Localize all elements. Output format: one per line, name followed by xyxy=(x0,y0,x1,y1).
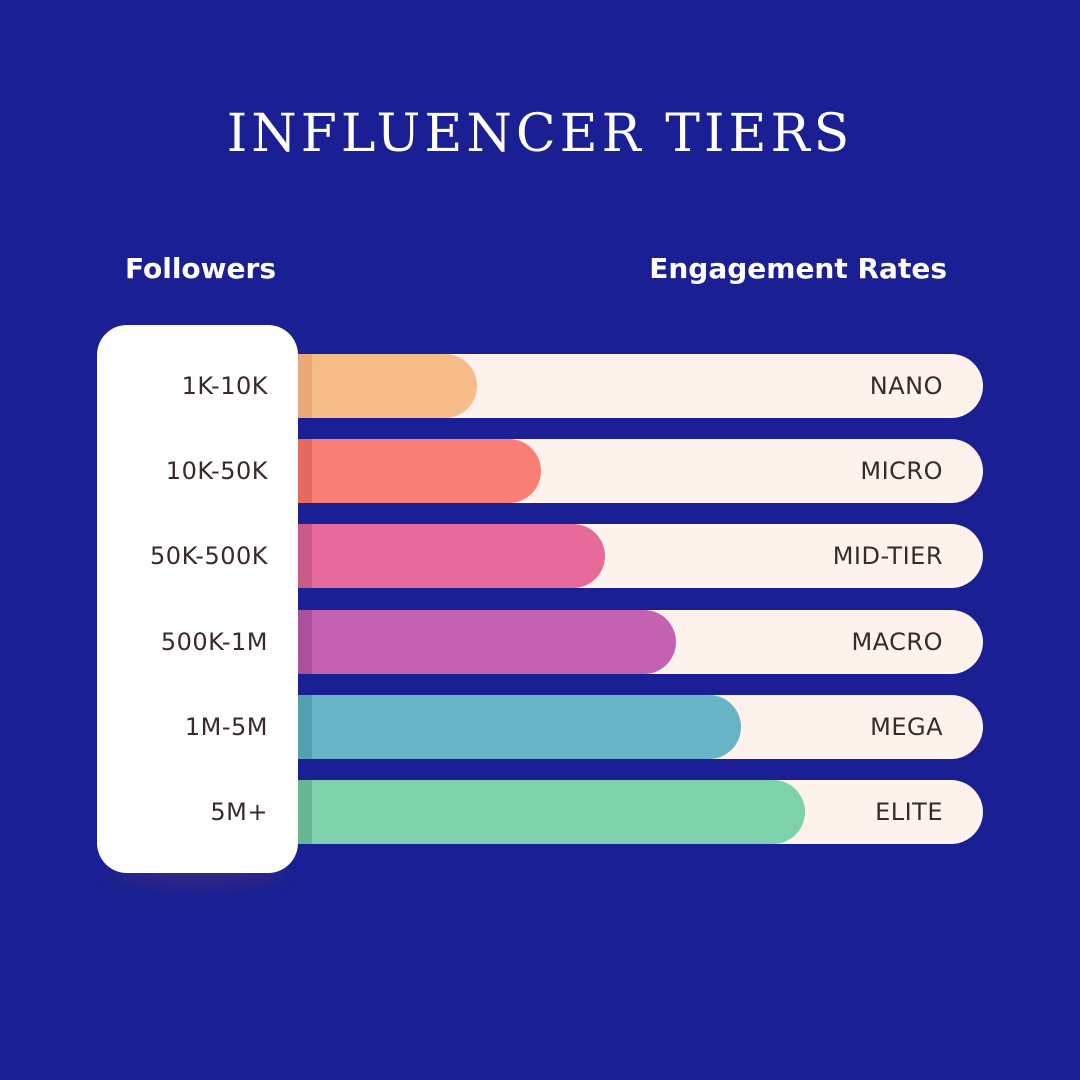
bar-fill xyxy=(270,439,541,503)
followers-column-heading: Followers xyxy=(125,252,276,285)
tier-label: MACRO xyxy=(851,628,943,656)
bar-edge xyxy=(298,695,312,759)
bar-fill xyxy=(270,695,741,759)
bar-edge xyxy=(298,780,312,844)
followers-card xyxy=(97,325,298,873)
follower-range-label: 50K-500K xyxy=(150,542,268,570)
follower-range-label: 5M+ xyxy=(210,798,268,826)
bar-edge xyxy=(298,524,312,588)
bar-edge xyxy=(298,610,312,674)
chart-title: INFLUENCER TIERS xyxy=(226,104,854,164)
bar-fill xyxy=(270,524,605,588)
tier-label: NANO xyxy=(869,372,943,400)
tier-label: ELITE xyxy=(875,798,943,826)
engagement-column-heading: Engagement Rates xyxy=(649,252,947,285)
bar-fill xyxy=(270,610,676,674)
tier-label: MICRO xyxy=(860,457,943,485)
bar-edge xyxy=(298,354,312,418)
follower-range-label: 500K-1M xyxy=(160,628,268,656)
follower-range-label: 1K-10K xyxy=(181,372,268,400)
follower-range-label: 1M-5M xyxy=(184,713,268,741)
follower-range-label: 10K-50K xyxy=(165,457,268,485)
tier-label: MEGA xyxy=(870,713,943,741)
bar-edge xyxy=(298,439,312,503)
bar-fill xyxy=(270,780,805,844)
tier-label: MID-TIER xyxy=(832,542,943,570)
